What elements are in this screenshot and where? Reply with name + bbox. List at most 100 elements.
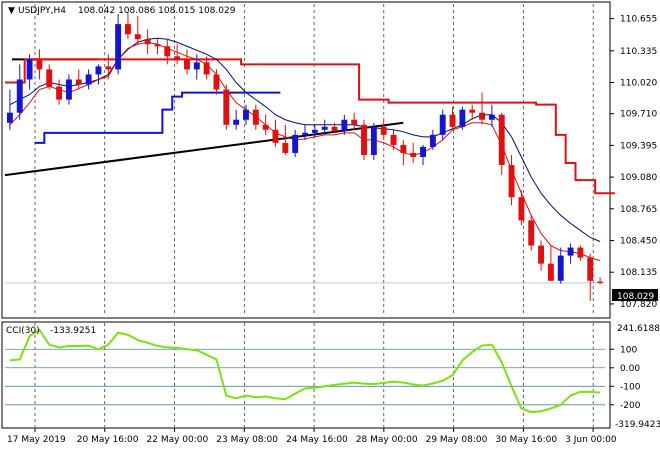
candle-body [429,134,436,147]
cci-value: -133.9251 [50,326,96,336]
price-label: 110.655 [620,15,657,25]
time-label: 28 May 00:00 [356,435,418,445]
candle-body [449,114,456,127]
candle-body [341,119,348,131]
candle-body [469,109,476,113]
candle-body [557,255,564,281]
candle-body [439,114,446,135]
candle-body [75,79,82,85]
candle-body [193,62,200,70]
candle-body [105,66,112,70]
price-label: 109.080 [620,173,657,183]
price-panel[interactable] [1,1,611,319]
candle-body [16,79,23,113]
current-price-label: 108.029 [617,292,654,302]
candle-body [164,46,171,57]
cci-indicator: 100 0.00 -100 -200 241.6188 -319.9423 [5,324,660,430]
candle-body [6,112,13,123]
red-step-line [5,58,615,195]
cci-level-label: -100 [620,382,641,392]
price-label: 109.395 [620,141,657,151]
time-label: 20 May 16:00 [77,435,139,445]
cci-min-label: -319.9423 [615,420,660,430]
candle-body [528,220,535,246]
candle-body [538,245,545,264]
price-label: 110.020 [620,79,657,89]
candle-body [223,89,230,125]
candle-body [577,247,584,258]
collapse-arrow-icon[interactable]: ▼ [8,6,15,16]
candle-body [508,165,515,198]
candle-body [390,134,397,145]
candle-body [410,152,417,157]
candle-body [262,124,269,130]
candle-body [302,132,308,135]
candle-body [26,59,33,80]
candle-body [498,114,505,166]
candle-body [85,74,92,85]
price-label: 109.710 [620,110,657,120]
candle-body [154,44,161,47]
cci-level-label: -200 [620,401,641,411]
candle-body [65,79,72,100]
time-label: 24 May 16:00 [286,435,348,445]
candle-body [115,24,122,70]
chart-symbol-title: USDJPY,H4 [18,6,66,16]
candle-body [420,146,426,157]
candle-body [95,66,102,75]
candle-body [252,109,259,125]
candle-body [547,263,554,281]
time-label: 3 Jun 00:00 [565,435,617,445]
time-label: 30 May 16:00 [495,435,557,445]
price-label: 108.450 [620,237,657,247]
current-price-marker [612,289,658,301]
candle-body [272,129,279,143]
candle-body [567,247,574,256]
candle-body [597,281,604,283]
candle-body [370,126,377,155]
candle-body [587,257,594,281]
candle-body [56,86,63,100]
cci-level-label: 100 [620,345,637,355]
candle-body [351,119,358,125]
price-label: 108.765 [620,205,657,215]
time-axis[interactable]: 17 May 2019 20 May 16:00 22 May 00:00 23 Ma… [7,428,617,445]
price-label: 107.820 [620,300,657,310]
candle-body [144,39,151,45]
cci-panel[interactable] [1,321,611,429]
candle-body [400,144,407,153]
blue-step-line [34,91,281,144]
candle-body [459,109,466,127]
candlestick-series[interactable] [6,12,604,301]
candle-body [134,34,141,40]
candle-body [311,129,318,133]
time-label: 23 May 08:00 [216,435,278,445]
cci-level-label: 0.00 [620,364,640,374]
time-label: 22 May 00:00 [147,435,209,445]
cci-title: CCI(30) [6,326,40,336]
candle-body [184,59,190,70]
cci-max-label: 241.6188 [617,324,660,334]
candle-body [331,126,338,131]
candle-body [380,126,387,135]
time-label: 17 May 2019 [7,435,66,445]
candle-body [361,124,367,155]
candle-body [282,142,289,153]
candle-body [36,59,43,70]
candle-body [518,197,525,221]
price-label: 108.135 [620,268,657,278]
candle-body [479,112,485,120]
time-label: 29 May 08:00 [426,435,488,445]
candle-body [213,74,220,90]
candle-body [203,62,210,75]
candle-body [174,56,181,60]
ohlc-readout: 108.042 108.086 108.015 108.029 [78,6,236,16]
candle-body [233,119,240,125]
trendline [4,121,404,177]
cci-line [9,328,601,414]
candle-body [46,69,53,87]
price-axis[interactable]: 110.655 110.335 110.020 109.710 109.395 109.0… [610,15,657,310]
candle-body [488,114,495,120]
candle-body [292,134,299,153]
